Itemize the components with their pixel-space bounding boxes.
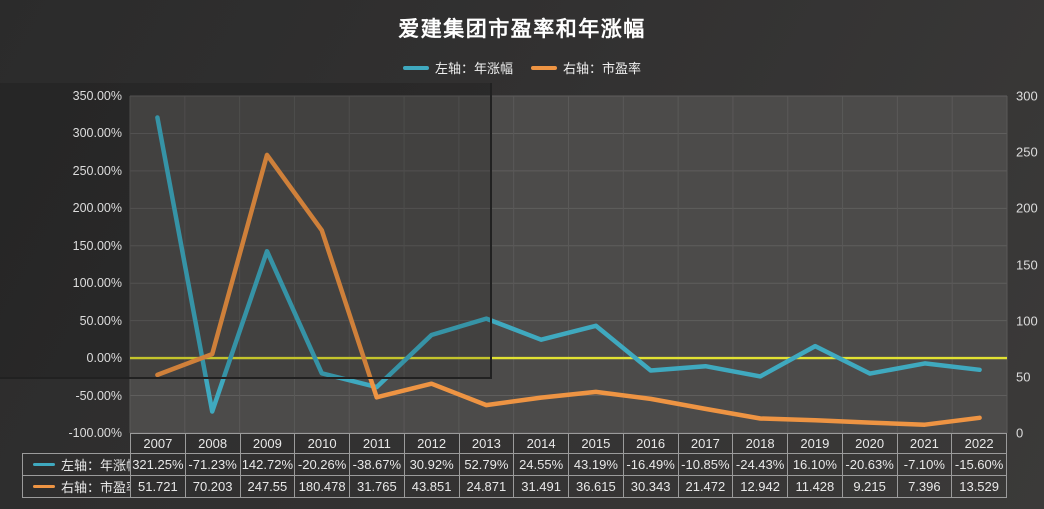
table-value-cell: 247.55: [239, 475, 296, 498]
table-year-cell: 2014: [513, 433, 569, 454]
table-value-cell: 9.215: [841, 475, 898, 498]
table-value-cell: 51.721: [130, 475, 186, 498]
left-axis-label: 200.00%: [72, 201, 122, 216]
table-value-cell: 52.79%: [458, 453, 515, 476]
table-value-cell: -7.10%: [896, 453, 953, 476]
right-axis-label: 300: [1016, 88, 1038, 104]
pe-ratio-line[interactable]: [155, 152, 982, 427]
table-year-cell: 2012: [403, 433, 460, 454]
table-value-cell: -71.23%: [184, 453, 241, 476]
right-axis-label: 50: [1016, 369, 1031, 385]
table-value-cell: 30.343: [622, 475, 679, 498]
right-axis-label: 250: [1016, 144, 1038, 160]
table-value-cell: 30.92%: [403, 453, 460, 476]
legend-swatch-year-change: [402, 65, 429, 70]
table-year-cell: 2013: [458, 433, 515, 454]
table-legend-swatch-pe-ratio-icon: [33, 485, 55, 488]
left-axis-label: 50.00%: [79, 313, 122, 328]
left-axis-label: 0.00%: [86, 351, 122, 366]
data-table: 2007 2008 2009 2010 2011 2012 2013 2014 2015 2016…: [22, 433, 1007, 498]
legend-label-year-change: 左轴：年涨幅: [434, 61, 513, 76]
table-value-cell: -15.60%: [951, 453, 1007, 476]
table-year-cell: 2019: [787, 433, 843, 454]
table-value-cell: 21.472: [677, 475, 734, 498]
legend-item-pe-ratio[interactable]: 右轴：市盈率: [531, 58, 641, 77]
table-value-cell: 31.765: [349, 475, 405, 498]
table-year-cell: 2007: [130, 433, 186, 454]
left-axis-label: 350.00%: [72, 89, 122, 103]
right-axis-label: 200: [1016, 200, 1038, 216]
table-year-cell: 2022: [951, 433, 1007, 454]
table-value-cell: 24.871: [458, 475, 515, 498]
year-change-line[interactable]: [155, 115, 982, 414]
table-year-cell: 2018: [732, 433, 788, 454]
table-value-cell: 43.851: [403, 475, 460, 498]
right-axis-label: 100: [1016, 313, 1038, 329]
table-value-cell: 24.55%: [513, 453, 569, 476]
table-year-cell: 2017: [677, 433, 734, 454]
left-axis-label: 150.00%: [72, 238, 122, 253]
table-value-cell: 11.428: [787, 475, 843, 498]
table-year-cell: 2020: [841, 433, 898, 454]
legend-label-pe-ratio: 右轴：市盈率: [563, 61, 642, 76]
table-value-cell: 12.942: [732, 475, 788, 498]
table-value-cell: 70.203: [184, 475, 241, 498]
left-axis-label: 300.00%: [72, 126, 122, 141]
table-year-cell: 2008: [184, 433, 241, 454]
legend: 左轴：年涨幅 右轴：市盈率: [0, 58, 1044, 77]
table-row-header-year-change: 左轴：年涨幅: [22, 453, 131, 476]
right-axis-label: 150: [1016, 257, 1038, 272]
table-row-label: 左轴：年涨幅: [61, 458, 130, 473]
table-year-cell: 2010: [294, 433, 350, 454]
table-year-cell: 2011: [349, 433, 405, 454]
table-year-cell: 2016: [622, 433, 679, 454]
table-value-cell: 36.615: [568, 475, 624, 498]
table-value-cell: -10.85%: [677, 453, 734, 476]
table-value-cell: 180.478: [294, 475, 350, 498]
table-value-cell: -20.63%: [841, 453, 898, 476]
table-row-label: 右轴：市盈率: [61, 480, 130, 495]
table-row-header-pe-ratio: 右轴：市盈率: [22, 475, 131, 498]
legend-swatch-pe-ratio: [531, 65, 557, 70]
table-value-cell: 7.396: [896, 475, 953, 498]
table-value-cell: 142.72%: [239, 453, 296, 476]
table-legend-swatch-year-change-icon: [33, 463, 55, 466]
left-axis-label: -100.00%: [68, 426, 122, 440]
table-year-cell: 2015: [568, 433, 624, 454]
table-value-cell: -38.67%: [349, 453, 405, 476]
table-year-cell: 2009: [239, 433, 296, 454]
chart-title: 爱建集团市盈率和年涨幅: [398, 18, 646, 41]
left-axis-label: -50.00%: [75, 388, 122, 403]
table-value-cell: 321.25%: [130, 453, 186, 476]
table-value-cell: 13.529: [951, 475, 1007, 498]
table-corner-cell: [23, 434, 131, 454]
legend-item-year-change[interactable]: 左轴：年涨幅: [402, 58, 513, 77]
table-year-cell: 2021: [896, 433, 953, 454]
table-value-cell: 43.19%: [568, 453, 624, 476]
right-axis-label: 0: [1016, 425, 1024, 441]
table-value-cell: -16.49%: [622, 453, 679, 476]
table-value-cell: -24.43%: [732, 453, 788, 476]
left-axis-label: 100.00%: [72, 276, 122, 291]
table-value-cell: -20.26%: [294, 453, 350, 476]
left-axis-label: 250.00%: [72, 163, 122, 178]
table-value-cell: 16.10%: [787, 453, 843, 476]
table-value-cell: 31.491: [513, 475, 569, 498]
